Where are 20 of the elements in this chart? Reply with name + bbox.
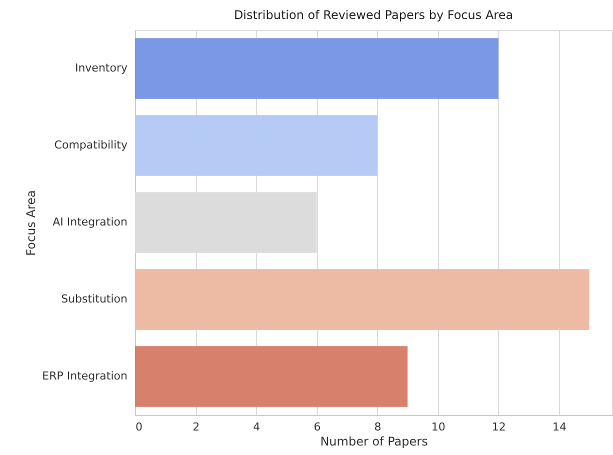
- bar: [135, 346, 408, 407]
- y-tick-label: Compatibility: [54, 138, 128, 152]
- y-tick-label: AI Integration: [52, 216, 128, 228]
- chart-title: Distribution of Reviewed Papers by Focus Area: [234, 8, 514, 22]
- x-tick-label: 12: [492, 420, 506, 434]
- x-tick-label: 6: [314, 420, 321, 434]
- x-tick-label: 0: [136, 420, 142, 434]
- bar: [135, 115, 378, 176]
- y-tick-label: Substitution: [61, 292, 128, 306]
- y-tick-label: ERP Integration: [42, 370, 128, 382]
- y-axis-title: Focus Area: [24, 190, 38, 256]
- bar: [135, 269, 590, 330]
- x-tick-label: 10: [431, 420, 446, 434]
- x-axis-title: Number of Papers: [320, 434, 428, 448]
- x-tick-label: 8: [374, 420, 382, 434]
- y-tick-label: Inventory: [74, 62, 128, 74]
- x-tick-label: 14: [552, 420, 566, 434]
- bar: [135, 38, 498, 99]
- x-tick-label: 4: [253, 420, 260, 434]
- x-tick-label: 2: [192, 420, 200, 434]
